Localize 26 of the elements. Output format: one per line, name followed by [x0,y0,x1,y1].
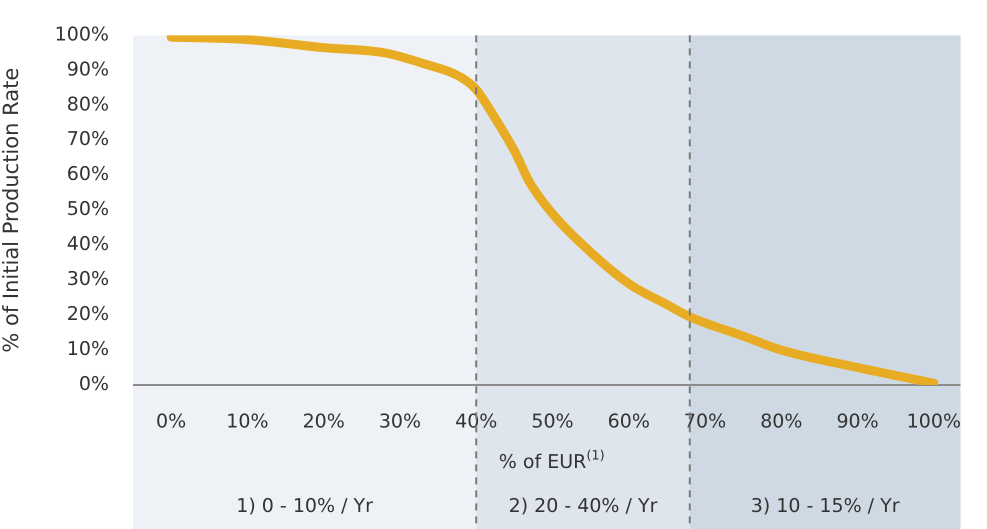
y-tick-label: 0% [78,372,109,395]
x-tick-label: 10% [226,410,269,432]
y-tick-label: 80% [66,93,109,116]
x-tick-label: 0% [156,410,186,432]
x-tick-label: 40% [455,410,498,432]
y-tick-label: 50% [66,198,109,220]
y-tick-label: 70% [66,128,109,150]
y-axis-title: % of Initial Production Rate [0,68,24,353]
y-tick-label: 10% [66,338,109,360]
y-tick-label: 30% [66,268,109,290]
x-tick-label: 80% [760,410,802,432]
x-tick-label: 30% [378,410,422,432]
x-tick-label: 50% [531,410,574,432]
y-tick-label: 40% [66,233,109,256]
x-tick-label: 90% [836,410,879,432]
y-tick-label: 90% [66,58,109,80]
x-tick-label: 70% [684,410,726,432]
band-label: 1) 0 - 10% / Yr [236,494,374,517]
band-label: 2) 20 - 40% / Yr [508,494,658,517]
band-label: 3) 10 - 15% / Yr [750,494,900,517]
x-tick-label: 60% [608,410,650,432]
y-tick-label: 20% [66,303,109,326]
x-tick-label: 100% [906,410,962,432]
y-tick-label: 100% [54,23,109,46]
y-tick-label: 60% [66,163,109,186]
x-tick-label: 20% [302,410,345,432]
